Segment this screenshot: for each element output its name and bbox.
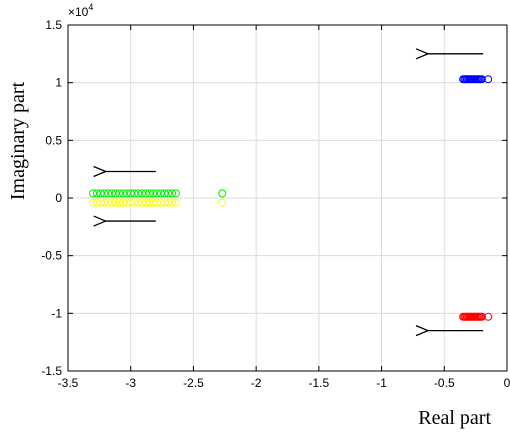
data-point-marker	[134, 189, 143, 198]
x-tick-label: -2.5	[183, 376, 204, 390]
data-point-marker	[89, 198, 98, 207]
data-point-marker	[92, 198, 101, 207]
y-tick-label: 0.5	[45, 133, 62, 147]
x-tick-label: -1.5	[309, 376, 330, 390]
x-tick-label: -1	[376, 376, 387, 390]
data-point-marker	[92, 189, 101, 198]
data-point-marker	[141, 189, 150, 198]
data-point-marker	[484, 312, 493, 321]
data-point-marker	[122, 189, 131, 198]
data-point-marker	[156, 189, 165, 198]
data-point-marker	[130, 198, 139, 207]
x-tick-label: -2	[251, 376, 262, 390]
y-tick-label: -0.5	[41, 249, 62, 263]
data-point-marker	[477, 312, 486, 321]
data-point-marker	[145, 198, 154, 207]
data-point-marker	[218, 198, 227, 207]
data-point-marker	[100, 198, 109, 207]
y-tick-label: -1	[51, 306, 62, 320]
data-point-marker	[119, 198, 128, 207]
data-point-marker	[160, 198, 169, 207]
axis-ticks: -3.5 -3 -2.5 -2 -1.5 -1 -0.5 0 -1.5 -1 -0.5 0 0.5 1 1.…	[41, 18, 510, 390]
data-point-marker	[107, 198, 116, 207]
y-tick-label: -1.5	[41, 364, 62, 378]
data-point-marker	[122, 198, 131, 207]
data-point-marker	[477, 75, 486, 84]
data-point-marker	[115, 198, 124, 207]
data-point-marker	[134, 198, 143, 207]
data-point-marker	[100, 189, 109, 198]
data-points	[89, 75, 493, 321]
x-tick-label: -0.5	[434, 376, 455, 390]
data-point-marker	[153, 189, 162, 198]
data-point-marker	[104, 198, 113, 207]
data-point-marker	[126, 198, 135, 207]
data-point-marker	[171, 198, 180, 207]
data-point-marker	[107, 189, 116, 198]
data-point-marker	[171, 189, 180, 198]
data-point-marker	[130, 189, 139, 198]
data-point-marker	[111, 189, 120, 198]
data-point-marker	[138, 198, 147, 207]
data-point-marker	[89, 189, 98, 198]
data-point-marker	[96, 189, 105, 198]
data-point-marker	[115, 189, 124, 198]
data-point-marker	[164, 189, 173, 198]
data-point-marker	[96, 198, 105, 207]
data-point-marker	[111, 198, 120, 207]
data-point-marker	[149, 189, 158, 198]
x-tick-label: -3.5	[58, 376, 79, 390]
data-point-marker	[126, 189, 135, 198]
grid	[67, 24, 508, 372]
data-point-marker	[168, 189, 177, 198]
data-point-marker	[160, 189, 169, 198]
data-point-marker	[153, 198, 162, 207]
data-point-marker	[119, 189, 128, 198]
y-axis-label: Imaginary part	[7, 81, 29, 200]
x-axis-label: Real part	[418, 407, 491, 429]
x-tick-label: -3	[125, 376, 136, 390]
y-tick-label: 1	[55, 76, 62, 90]
data-point-marker	[168, 198, 177, 207]
data-point-marker	[141, 198, 150, 207]
data-point-marker	[138, 189, 147, 198]
y-tick-label: 0	[55, 191, 62, 205]
y-exponent-label: ×104	[68, 2, 93, 19]
data-point-marker	[145, 189, 154, 198]
data-point-marker	[149, 198, 158, 207]
data-point-marker	[104, 189, 113, 198]
data-point-marker	[164, 198, 173, 207]
annotation-arrows	[106, 54, 484, 331]
data-point-marker	[156, 198, 165, 207]
data-point-marker	[218, 189, 227, 198]
data-point-marker	[484, 75, 493, 84]
x-tick-label: 0	[504, 376, 510, 390]
y-tick-label: 1.5	[45, 18, 62, 32]
